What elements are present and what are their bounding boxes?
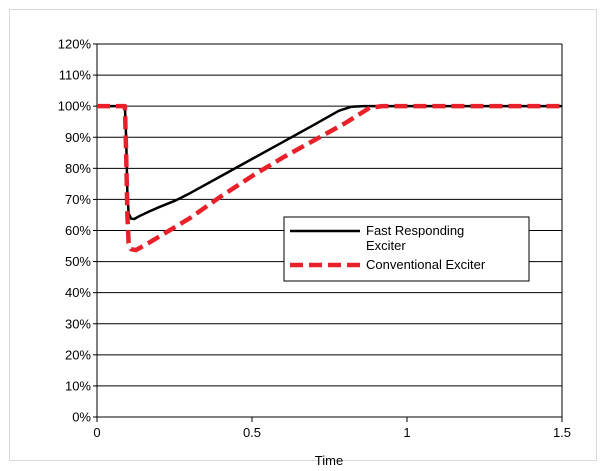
y-tick-label: 40% xyxy=(65,285,91,300)
series-line-conventional-exciter xyxy=(97,103,562,253)
y-tick-label: 60% xyxy=(65,223,91,238)
y-tick-label: 100% xyxy=(58,99,92,114)
x-tick-label: 0.5 xyxy=(243,425,261,440)
y-tick-label: 80% xyxy=(65,161,91,176)
series-group xyxy=(97,103,562,253)
legend-box xyxy=(283,216,530,282)
y-tick-label: 10% xyxy=(65,378,91,393)
x-tick-labels: 0 0.5 1 1.5 xyxy=(93,425,571,440)
y-tick-label: 20% xyxy=(65,347,91,362)
x-axis-title: Time xyxy=(315,453,343,468)
y-tick-label: 120% xyxy=(58,37,92,52)
y-tick-label: 110% xyxy=(59,68,92,83)
y-tick-label: 30% xyxy=(65,316,91,331)
y-tick-label: 90% xyxy=(65,130,91,145)
y-tick-labels: 0% 10% 20% 30% 40% 50% 60% 70% 80% 90% 100% 110% 120… xyxy=(58,37,92,425)
x-tick-label: 1.5 xyxy=(553,425,571,440)
x-tick-label: 1 xyxy=(403,425,410,440)
legend-label-fast: Exciter xyxy=(366,238,406,253)
y-tick-label: 50% xyxy=(65,254,91,269)
y-tick-label: 70% xyxy=(65,192,91,207)
x-tick-label: 0 xyxy=(93,425,100,440)
legend-label-conventional: Conventional Exciter xyxy=(366,257,486,272)
y-tick-label: 0% xyxy=(72,410,91,425)
legend-label-fast: Fast Responding xyxy=(366,223,464,238)
